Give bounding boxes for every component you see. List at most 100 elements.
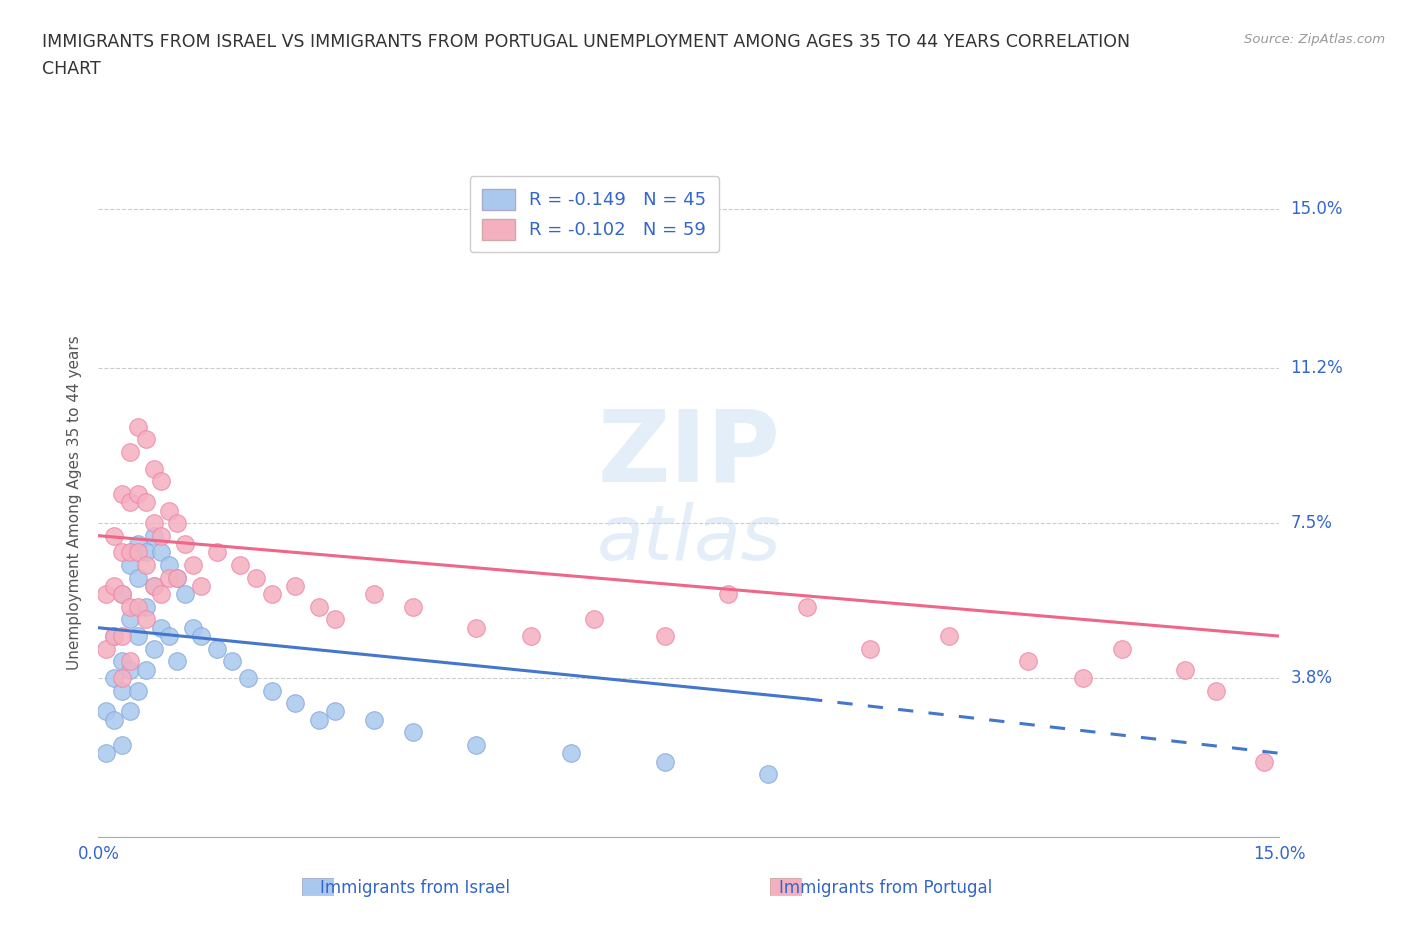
Text: 7.5%: 7.5% <box>1291 514 1333 532</box>
Point <box>96 746 118 761</box>
Point <box>221 654 243 669</box>
Point <box>308 712 330 727</box>
Point <box>135 612 157 627</box>
Point <box>118 662 141 677</box>
Point <box>654 629 676 644</box>
Point <box>142 578 165 593</box>
Point <box>174 537 197 551</box>
Point <box>103 578 125 593</box>
Point <box>166 654 188 669</box>
Point <box>174 587 197 602</box>
Point <box>260 683 283 698</box>
Point <box>150 528 173 543</box>
Point <box>1205 683 1227 698</box>
Point <box>1174 662 1197 677</box>
Point <box>135 432 157 447</box>
Point <box>157 503 180 518</box>
Point <box>245 570 267 585</box>
Point <box>118 704 141 719</box>
Point <box>150 545 173 560</box>
Point <box>111 486 134 501</box>
Point <box>583 612 606 627</box>
Point <box>938 629 960 644</box>
Point <box>1071 671 1094 685</box>
Point <box>111 737 134 752</box>
Point <box>150 587 173 602</box>
Point <box>103 712 125 727</box>
Point <box>205 545 228 560</box>
Point <box>190 629 212 644</box>
Point <box>111 654 134 669</box>
Point <box>135 662 157 677</box>
Point <box>1017 654 1039 669</box>
Point <box>142 528 165 543</box>
Point <box>142 642 165 657</box>
Text: IMMIGRANTS FROM ISRAEL VS IMMIGRANTS FROM PORTUGAL UNEMPLOYMENT AMONG AGES 35 TO: IMMIGRANTS FROM ISRAEL VS IMMIGRANTS FRO… <box>42 33 1130 50</box>
Point <box>284 578 307 593</box>
Point <box>150 620 173 635</box>
Point <box>111 587 134 602</box>
Point <box>166 570 188 585</box>
Point <box>717 587 740 602</box>
Point <box>96 587 118 602</box>
Point <box>135 495 157 510</box>
Text: 11.2%: 11.2% <box>1291 359 1343 378</box>
Point <box>363 587 385 602</box>
Point <box>229 558 252 573</box>
Point <box>190 578 212 593</box>
Point <box>157 558 180 573</box>
Point <box>111 629 134 644</box>
Point <box>205 642 228 657</box>
Point <box>323 704 346 719</box>
Point <box>308 600 330 615</box>
Point <box>103 629 125 644</box>
Point <box>157 570 180 585</box>
Text: ZIP: ZIP <box>598 405 780 502</box>
Point <box>96 704 118 719</box>
Point <box>284 696 307 711</box>
Point <box>323 612 346 627</box>
Point <box>796 600 818 615</box>
Point <box>118 445 141 459</box>
Point <box>465 620 488 635</box>
Point <box>520 629 543 644</box>
Point <box>1111 642 1133 657</box>
Point <box>111 671 134 685</box>
Point <box>260 587 283 602</box>
Point <box>127 537 149 551</box>
Point <box>118 600 141 615</box>
Text: Source: ZipAtlas.com: Source: ZipAtlas.com <box>1244 33 1385 46</box>
Point <box>142 578 165 593</box>
Point <box>560 746 582 761</box>
Point <box>363 712 385 727</box>
Text: 3.8%: 3.8% <box>1291 669 1333 687</box>
Point <box>756 766 779 781</box>
Point <box>157 629 180 644</box>
Point <box>859 642 882 657</box>
Point <box>135 558 157 573</box>
Point <box>142 461 165 476</box>
Point <box>127 419 149 434</box>
Point <box>96 642 118 657</box>
Point <box>103 528 125 543</box>
Point <box>118 612 141 627</box>
Point <box>118 545 141 560</box>
Point <box>118 495 141 510</box>
Point <box>111 545 134 560</box>
Y-axis label: Unemployment Among Ages 35 to 44 years: Unemployment Among Ages 35 to 44 years <box>67 335 83 670</box>
Point <box>135 545 157 560</box>
Text: 15.0%: 15.0% <box>1291 200 1343 219</box>
Text: Immigrants from Israel: Immigrants from Israel <box>319 879 510 897</box>
Point <box>103 629 125 644</box>
Point <box>127 683 149 698</box>
Point <box>118 654 141 669</box>
Point <box>142 516 165 531</box>
Point <box>127 545 149 560</box>
Point <box>181 620 204 635</box>
Point <box>166 570 188 585</box>
Point <box>402 725 425 740</box>
Legend: R = -0.149   N = 45, R = -0.102   N = 59: R = -0.149 N = 45, R = -0.102 N = 59 <box>470 177 718 252</box>
Text: atlas: atlas <box>596 502 782 577</box>
Point <box>1253 754 1275 769</box>
Point <box>166 516 188 531</box>
